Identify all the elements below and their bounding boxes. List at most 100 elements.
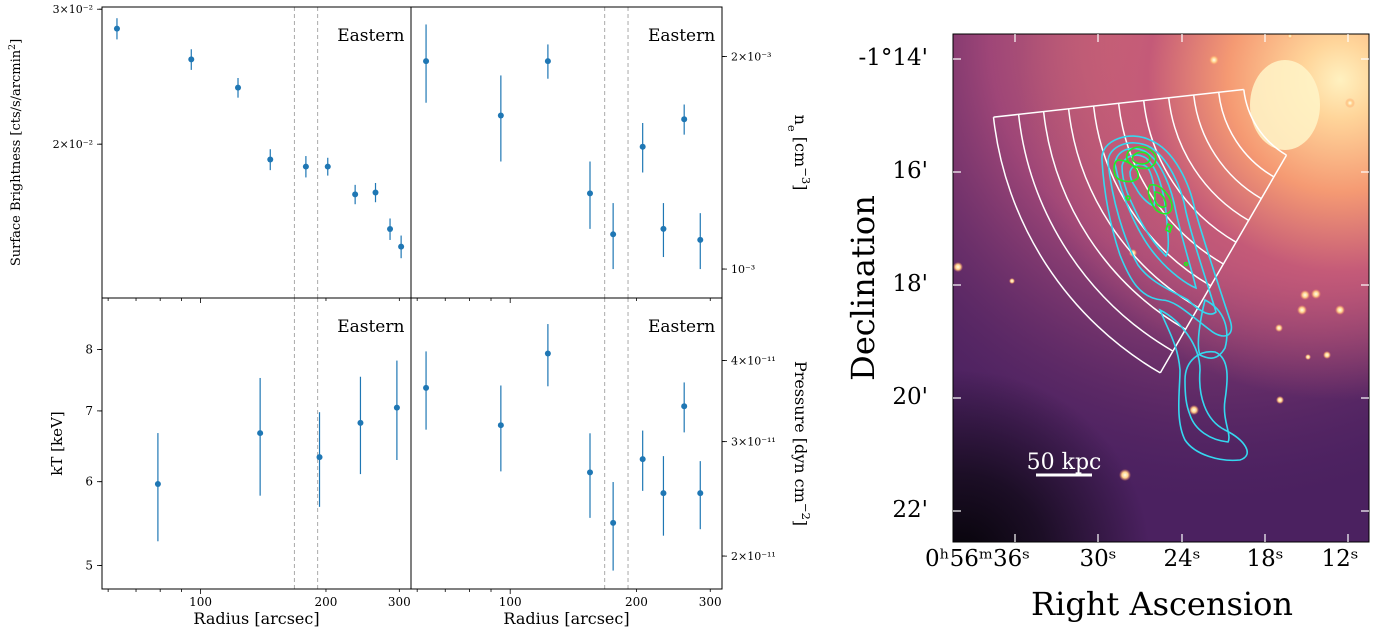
y-tick-label: 7 xyxy=(85,404,93,418)
data-point xyxy=(235,84,242,91)
data-point xyxy=(610,519,617,526)
data-point xyxy=(697,236,704,243)
y-axis-label: ne [cm−3] xyxy=(785,115,813,191)
scalebar-label: 50 kpc xyxy=(1027,450,1102,475)
x-tick-label: 100 xyxy=(499,595,522,609)
ra-tick-label: 12ˢ xyxy=(1321,546,1358,572)
data-point xyxy=(610,231,617,238)
sector-arc xyxy=(1092,106,1212,287)
y-axis-label: Surface Brightness [cts/s/arcmin2] xyxy=(7,39,25,266)
data-point xyxy=(697,490,704,497)
y-tick-label: 2×10⁻³ xyxy=(731,50,771,63)
data-point xyxy=(639,143,646,150)
panel-frame xyxy=(101,297,412,590)
dec-tick-label: 22' xyxy=(892,497,928,523)
y-tick-label: 6 xyxy=(85,475,93,489)
xray-image: 50 kpc xyxy=(953,34,1369,542)
y-axis-label: kT [keV] xyxy=(48,411,66,475)
sector-edge xyxy=(1159,154,1288,374)
ra-tick-label: 24ˢ xyxy=(1163,546,1200,572)
dec-tick-label: 20' xyxy=(892,384,928,410)
data-point xyxy=(586,469,593,476)
y-tick-label: 2×10⁻² xyxy=(53,138,93,151)
data-point xyxy=(660,490,667,497)
data-point xyxy=(324,163,331,170)
sector-edge xyxy=(993,88,1244,118)
y-tick-label: 10⁻³ xyxy=(731,263,755,276)
data-point xyxy=(357,419,364,426)
sector-arc xyxy=(1017,114,1174,352)
panel-top-right: 2×10⁻³ 10⁻³ ne [cm−3] Eastern xyxy=(410,6,813,303)
ra-axis-label: Right Ascension xyxy=(1031,585,1293,623)
data-point xyxy=(660,225,667,232)
data-point xyxy=(352,191,359,198)
data-point xyxy=(316,454,323,461)
sector-arc xyxy=(1217,92,1275,178)
data-point xyxy=(544,58,551,65)
panel-frame xyxy=(410,6,723,299)
data-point xyxy=(681,116,688,123)
x-axis-label: Radius [arcsec] xyxy=(503,609,629,628)
region-label: Eastern xyxy=(337,317,404,337)
dec-tick-label: 18' xyxy=(892,271,928,297)
data-point xyxy=(497,112,504,119)
green-contours xyxy=(1113,146,1189,267)
y-tick-label: 3×10⁻¹¹ xyxy=(731,436,776,449)
data-point xyxy=(586,190,593,197)
panel-frame xyxy=(101,6,412,299)
region-label: Eastern xyxy=(648,317,715,337)
data-point xyxy=(267,156,274,163)
ra-tick-label: 0ʰ56ᵐ36ˢ xyxy=(925,546,1030,572)
data-point xyxy=(681,403,688,410)
data-point xyxy=(113,25,120,32)
y-tick-label: 8 xyxy=(85,343,93,357)
data-point xyxy=(497,422,504,429)
annular-sectors xyxy=(992,88,1288,374)
y-tick-label: 3×10⁻² xyxy=(53,3,93,16)
data-point xyxy=(372,189,379,196)
data-point xyxy=(302,163,309,170)
data-point xyxy=(639,456,646,463)
sector-arc xyxy=(1067,108,1199,309)
sector-arc xyxy=(1042,111,1186,330)
sector-arc xyxy=(1117,103,1224,265)
data-point xyxy=(154,480,161,487)
y-tick-label: 4×10⁻¹¹ xyxy=(731,354,776,367)
panel-frame xyxy=(410,297,723,590)
data-point xyxy=(544,350,551,357)
sector-arc xyxy=(1142,100,1237,243)
y-tick-label: 5 xyxy=(85,558,93,572)
data-point xyxy=(188,56,195,63)
data-point xyxy=(398,243,405,250)
y-tick-label: 2×10⁻¹¹ xyxy=(731,550,776,563)
data-point xyxy=(393,404,400,411)
x-tick-label: 300 xyxy=(388,595,411,609)
data-point xyxy=(423,384,430,391)
sector-arc xyxy=(992,117,1161,374)
x-tick-label: 200 xyxy=(315,595,338,609)
panel-top-left: 3×10⁻² 2×10⁻² Surface Brightness [cts/s/ar… xyxy=(7,3,412,303)
dec-axis-label: Declination xyxy=(844,195,882,381)
sky-image-panel: 50 kpc -1°14' 16' 18' 20' 22' 0ʰ56ᵐ36ˢ 3… xyxy=(844,33,1370,623)
ra-tick-label: 30ˢ xyxy=(1079,546,1116,572)
y-axis-label: Pressure [dyn cm−2] xyxy=(791,361,813,526)
sector-arc xyxy=(1243,89,1287,156)
region-label: Eastern xyxy=(337,26,404,46)
data-point xyxy=(387,226,394,233)
dec-tick-label: 16' xyxy=(892,158,928,184)
panel-bottom-right: 100 200 300 Radius [arcsec] 4×10⁻¹¹ 3×10⁻¹¹ 2×… xyxy=(410,297,813,628)
profile-panels: 3×10⁻² 2×10⁻² Surface Brightness [cts/s/ar… xyxy=(7,3,814,628)
data-point xyxy=(423,58,430,65)
sky-ticks xyxy=(953,34,1369,542)
x-axis-label: Radius [arcsec] xyxy=(193,609,319,628)
data-point xyxy=(257,430,264,437)
dec-tick-label: -1°14' xyxy=(859,45,929,71)
x-tick-label: 100 xyxy=(189,595,212,609)
point-sources xyxy=(953,34,1355,481)
sky-image-frame xyxy=(952,33,1370,543)
sector-arc xyxy=(1167,97,1249,222)
x-tick-label: 200 xyxy=(625,595,648,609)
sector-arc xyxy=(1192,95,1262,200)
x-tick-label: 300 xyxy=(699,595,722,609)
